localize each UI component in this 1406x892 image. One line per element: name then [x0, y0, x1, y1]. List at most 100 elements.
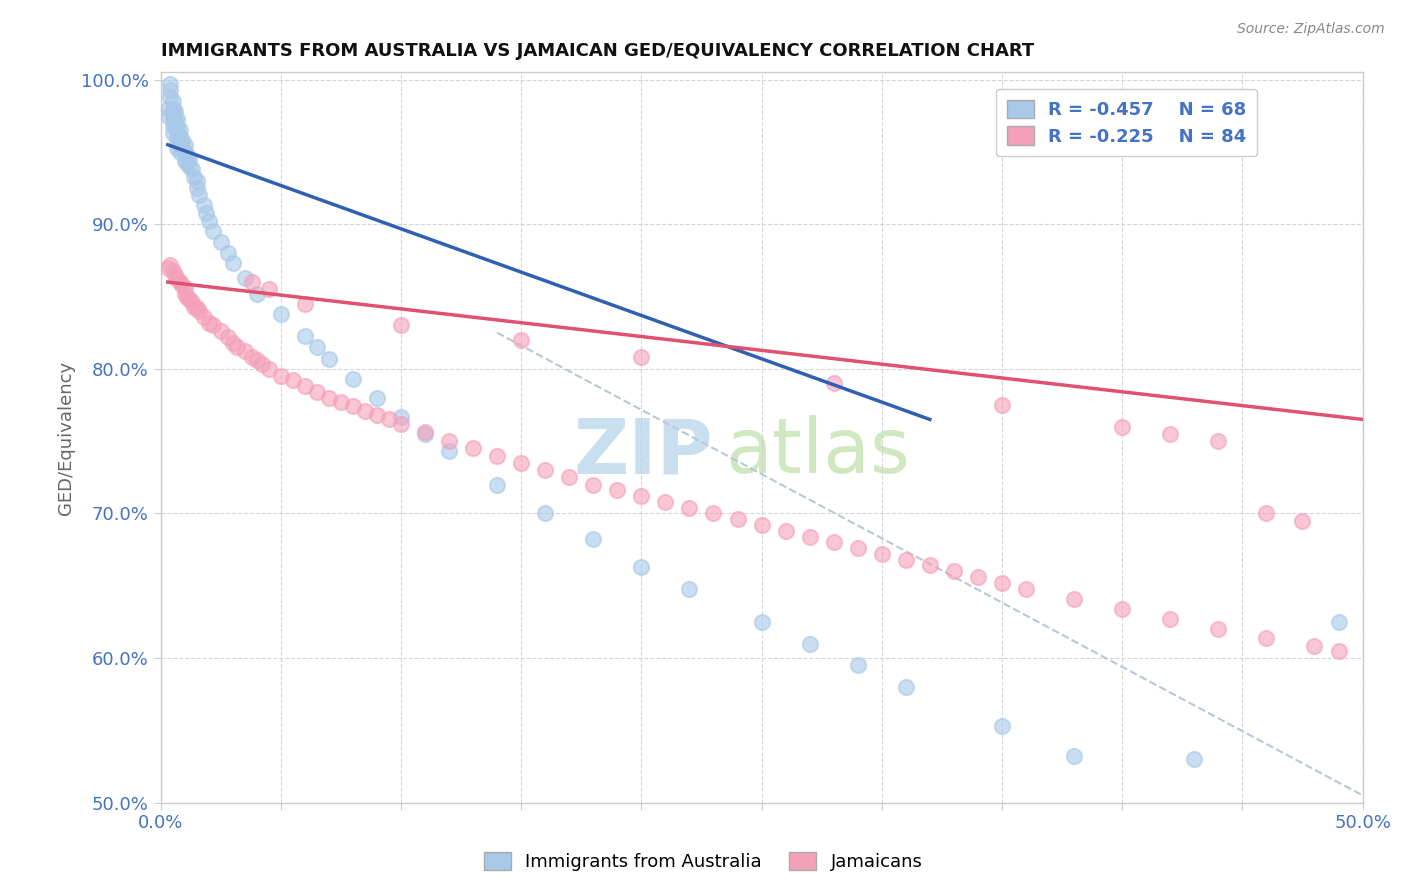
Point — [389, 417, 412, 431]
Point — [162, 113, 184, 128]
Point — [894, 680, 917, 694]
Point — [202, 318, 225, 333]
Point — [176, 155, 198, 169]
Point — [727, 512, 749, 526]
Point — [202, 224, 225, 238]
Point — [173, 145, 195, 159]
Point — [582, 533, 605, 547]
Point — [197, 214, 219, 228]
Point — [366, 391, 388, 405]
Point — [233, 270, 256, 285]
Point — [193, 198, 215, 212]
Point — [1256, 631, 1278, 645]
Point — [179, 293, 201, 307]
Point — [991, 719, 1014, 733]
Point — [166, 112, 188, 126]
Text: IMMIGRANTS FROM AUSTRALIA VS JAMAICAN GED/EQUIVALENCY CORRELATION CHART: IMMIGRANTS FROM AUSTRALIA VS JAMAICAN GE… — [160, 42, 1033, 60]
Point — [1303, 640, 1326, 654]
Point — [179, 152, 201, 166]
Point — [294, 297, 316, 311]
Point — [169, 145, 191, 159]
Point — [823, 376, 845, 391]
Point — [678, 582, 700, 596]
Point — [166, 133, 188, 147]
Point — [846, 658, 869, 673]
Point — [166, 140, 188, 154]
Point — [162, 119, 184, 133]
Point — [1327, 644, 1350, 658]
Point — [510, 456, 533, 470]
Point — [558, 470, 581, 484]
Point — [169, 137, 191, 152]
Point — [918, 558, 941, 573]
Point — [630, 560, 652, 574]
Point — [162, 263, 184, 277]
Point — [159, 77, 181, 91]
Point — [413, 425, 436, 440]
Point — [1208, 622, 1230, 636]
Point — [654, 495, 676, 509]
Point — [173, 137, 195, 152]
Point — [195, 205, 218, 219]
Point — [166, 126, 188, 140]
Point — [799, 530, 821, 544]
Point — [180, 295, 202, 310]
Point — [486, 477, 509, 491]
Point — [240, 351, 263, 365]
Point — [318, 351, 340, 366]
Point — [630, 489, 652, 503]
Point — [156, 260, 179, 275]
Point — [967, 570, 990, 584]
Point — [1159, 426, 1181, 441]
Point — [1256, 507, 1278, 521]
Point — [318, 391, 340, 405]
Point — [176, 148, 198, 162]
Point — [233, 344, 256, 359]
Point — [193, 310, 215, 324]
Point — [209, 235, 232, 249]
Point — [162, 95, 184, 109]
Point — [246, 353, 269, 368]
Point — [799, 636, 821, 650]
Point — [630, 351, 652, 365]
Point — [1063, 591, 1085, 606]
Point — [305, 384, 328, 399]
Point — [217, 246, 239, 260]
Point — [226, 340, 249, 354]
Point — [702, 507, 724, 521]
Point — [534, 463, 557, 477]
Point — [270, 307, 292, 321]
Point — [169, 275, 191, 289]
Point — [162, 126, 184, 140]
Point — [1159, 612, 1181, 626]
Point — [486, 449, 509, 463]
Point — [159, 90, 181, 104]
Text: atlas: atlas — [725, 415, 910, 489]
Point — [173, 286, 195, 301]
Point — [678, 500, 700, 515]
Point — [270, 369, 292, 384]
Point — [606, 483, 628, 498]
Point — [991, 575, 1014, 590]
Point — [257, 282, 280, 296]
Point — [775, 524, 797, 538]
Point — [1327, 615, 1350, 629]
Point — [221, 256, 243, 270]
Point — [329, 395, 352, 409]
Point — [389, 409, 412, 424]
Text: ZIP: ZIP — [574, 415, 713, 489]
Point — [197, 316, 219, 330]
Point — [294, 379, 316, 393]
Point — [1063, 749, 1085, 764]
Point — [870, 547, 893, 561]
Y-axis label: GED/Equivalency: GED/Equivalency — [58, 360, 75, 515]
Point — [221, 335, 243, 350]
Point — [257, 361, 280, 376]
Point — [188, 188, 211, 202]
Point — [1015, 582, 1038, 596]
Point — [180, 162, 202, 177]
Point — [378, 412, 401, 426]
Point — [846, 541, 869, 555]
Point — [163, 104, 186, 119]
Point — [1208, 434, 1230, 449]
